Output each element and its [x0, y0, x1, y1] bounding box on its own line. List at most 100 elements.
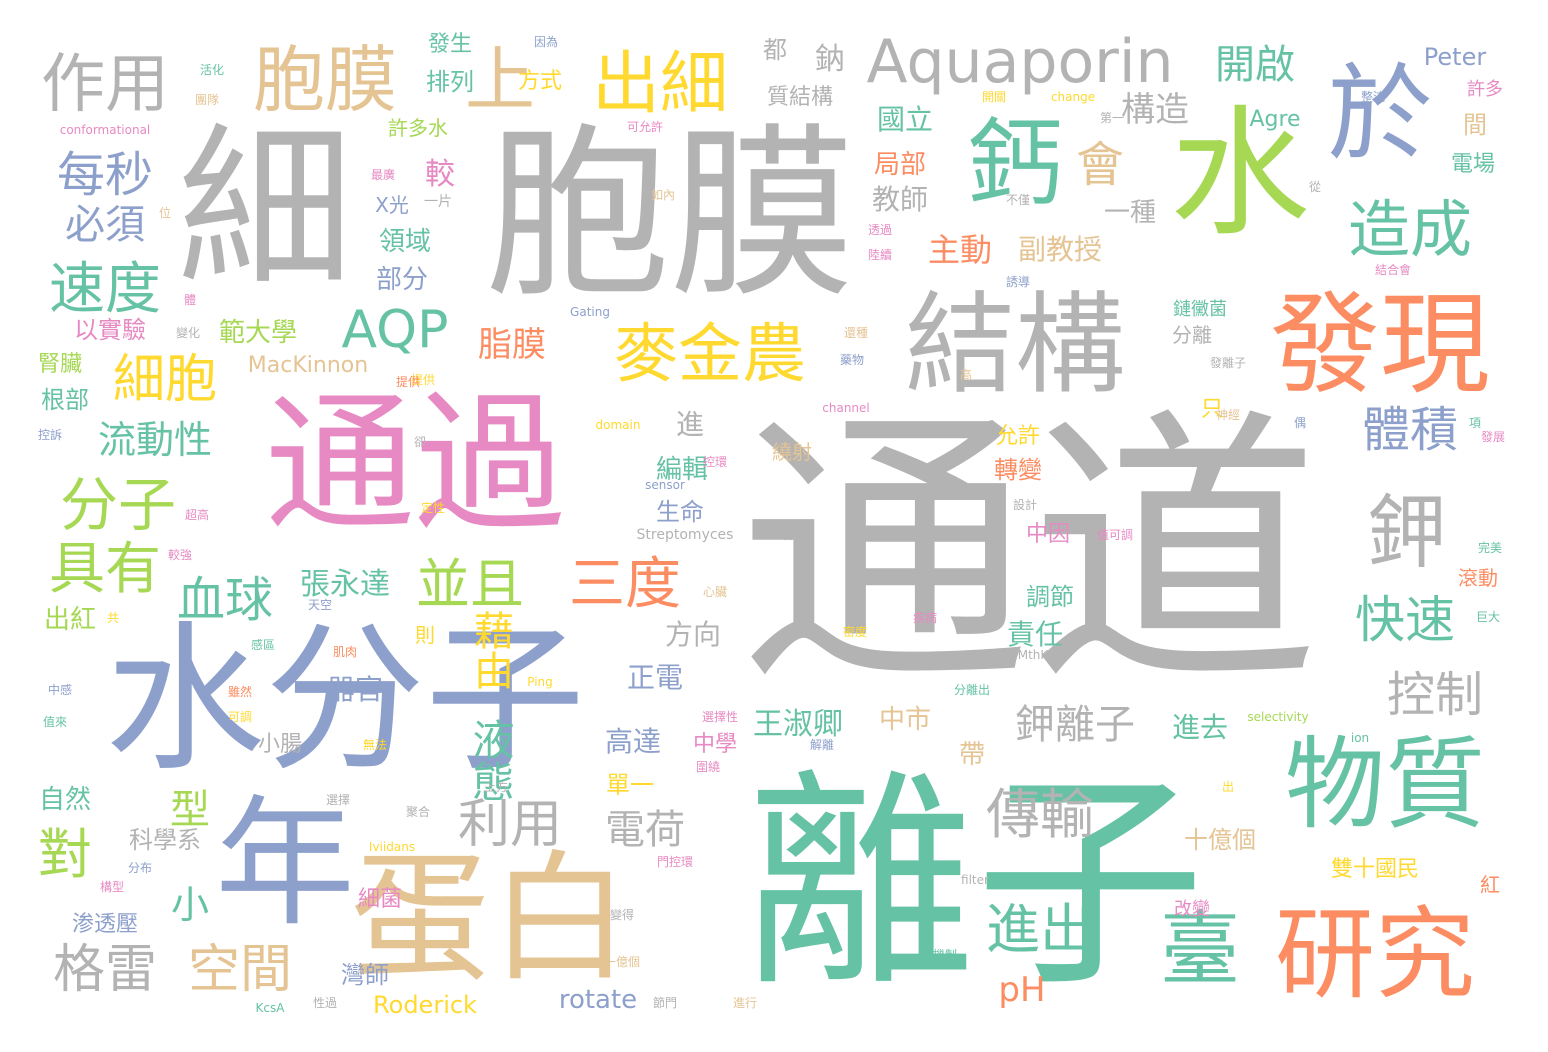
word: 紅: [1480, 873, 1500, 897]
word: 控環: [702, 455, 728, 469]
word: pH: [998, 970, 1046, 1010]
word: 一種: [1103, 198, 1157, 228]
word: 控制: [1386, 667, 1484, 723]
word: 上: [465, 39, 535, 121]
word: Iviidans: [368, 840, 416, 854]
word: 分布: [127, 861, 153, 875]
word: 許多: [1467, 79, 1503, 100]
word: 於: [1327, 53, 1433, 176]
word: 水: [1169, 93, 1311, 256]
word: 則: [415, 623, 435, 647]
word: 脂膜: [478, 325, 546, 365]
word: 只: [1200, 397, 1224, 422]
word: 局部: [873, 150, 927, 180]
word: Peter: [1423, 43, 1487, 71]
word: 作用: [41, 48, 169, 122]
word: 單一: [606, 771, 654, 799]
word: 副教授: [1017, 233, 1103, 266]
word: 透過: [867, 223, 893, 237]
word: 完美: [1477, 541, 1503, 555]
word: 無法: [362, 738, 388, 752]
word: 構型: [99, 880, 125, 894]
word: 領域: [378, 227, 432, 257]
word: 機制: [932, 948, 958, 962]
word: 項: [1468, 416, 1482, 430]
word: 共: [106, 611, 120, 625]
word: ion: [1350, 731, 1370, 745]
word: 神經: [1215, 408, 1241, 422]
word: 進行: [732, 996, 758, 1010]
word: 器官: [326, 673, 384, 706]
word: X光: [375, 193, 409, 217]
word: 國立: [876, 103, 934, 136]
word: 中市: [878, 705, 932, 735]
word: 值可調: [1096, 528, 1134, 542]
word: 電場: [1450, 152, 1496, 177]
word: 十億個: [1184, 826, 1256, 854]
word: 快速: [1355, 591, 1455, 649]
word: 小: [170, 883, 210, 927]
word: 具有: [49, 537, 161, 602]
word: 雙十國民: [1330, 857, 1420, 882]
word: 變化: [175, 326, 201, 340]
word: 年: [214, 783, 356, 946]
word: Gating: [570, 305, 610, 319]
word: 出紅: [43, 605, 97, 635]
word: 物質: [1285, 726, 1485, 843]
word: 改變: [1174, 899, 1210, 920]
word: 分離: [1172, 323, 1212, 347]
word: 間: [1463, 111, 1487, 139]
word: 通道: [740, 386, 1320, 723]
word: 排列: [426, 68, 474, 96]
word: 質結構: [766, 85, 834, 110]
word: 提供: [395, 375, 421, 389]
word: 胞膜: [485, 106, 855, 323]
word: 臺: [1160, 903, 1240, 996]
word: MthK: [1017, 648, 1049, 662]
word: 方式: [517, 69, 563, 94]
word: 以實驗: [74, 316, 146, 344]
word: 團隊: [194, 93, 220, 107]
word: 感區: [250, 638, 276, 652]
word: 科學系: [129, 826, 201, 854]
word: 分離出: [953, 683, 991, 697]
word: 轉變: [994, 456, 1042, 484]
word: 部分: [375, 265, 429, 295]
word: 進去: [1171, 711, 1229, 744]
word: 水分子: [104, 606, 586, 793]
word: 設計: [1012, 498, 1038, 512]
word: 必須: [65, 202, 145, 248]
word: 不僅: [1005, 193, 1031, 207]
word: 出細: [591, 45, 729, 124]
word: 因為: [533, 35, 559, 49]
word: 王淑卿: [753, 707, 843, 742]
word: 可調: [227, 710, 253, 724]
word: 電荷: [605, 807, 685, 853]
word: 對: [38, 823, 92, 886]
word: 研究: [1275, 896, 1475, 1013]
word: 構造: [1121, 90, 1189, 130]
word: 血球: [176, 572, 274, 628]
word: 從: [1308, 180, 1322, 194]
word: 中學: [692, 732, 738, 757]
word: 定性: [420, 501, 446, 515]
word: 雖然: [227, 685, 253, 699]
word: domain: [595, 418, 641, 432]
word: 較強: [167, 548, 193, 562]
word: 高達: [604, 725, 662, 758]
word: 生命: [656, 498, 704, 526]
word: 第一: [1099, 111, 1125, 125]
word: 進: [675, 408, 705, 441]
word: 天空: [307, 598, 333, 612]
word: 可允許: [626, 120, 664, 134]
word: 許多水: [388, 116, 448, 140]
word: AQP: [341, 300, 449, 360]
word: 小腸: [257, 732, 303, 757]
word: 自然: [38, 785, 92, 815]
word: channel: [822, 401, 870, 415]
word: 門控環: [656, 855, 694, 869]
word: 中因: [1025, 522, 1071, 547]
word: 渗透壓: [71, 912, 139, 937]
word: 聚合: [405, 805, 431, 819]
word: 鈣: [967, 109, 1063, 220]
